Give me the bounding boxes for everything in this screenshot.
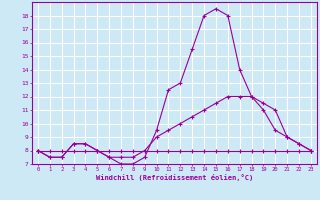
X-axis label: Windchill (Refroidissement éolien,°C): Windchill (Refroidissement éolien,°C) [96,174,253,181]
